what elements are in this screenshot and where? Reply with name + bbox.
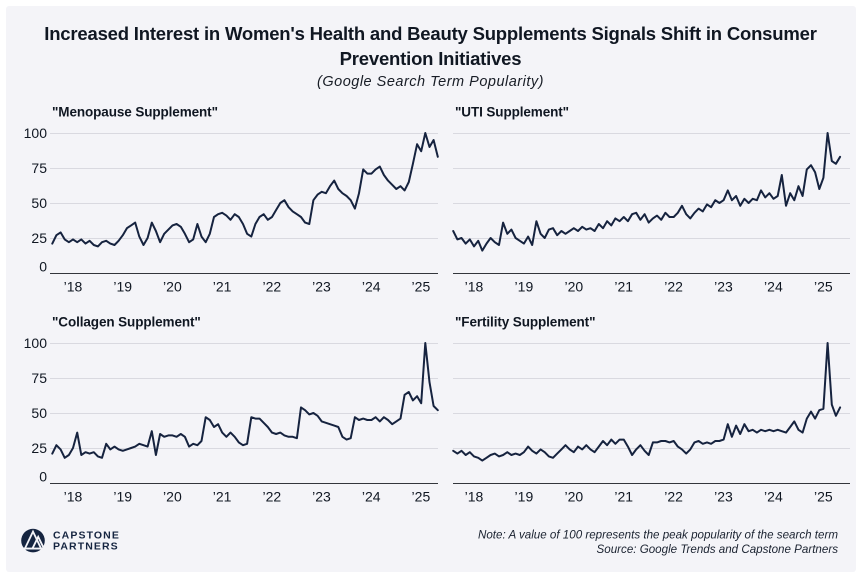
svg-text:Note: A value of 100 represent: Note: A value of 100 represents the peak… xyxy=(478,529,838,542)
svg-text:’21: ’21 xyxy=(614,278,633,294)
svg-text:’25: ’25 xyxy=(412,488,431,504)
svg-text:’21: ’21 xyxy=(213,488,232,504)
svg-text:’21: ’21 xyxy=(614,488,633,504)
svg-text:’25: ’25 xyxy=(412,278,431,294)
svg-text:100: 100 xyxy=(24,335,48,351)
svg-text:’25: ’25 xyxy=(814,278,833,294)
svg-text:100: 100 xyxy=(24,125,48,141)
svg-text:’19: ’19 xyxy=(515,488,534,504)
svg-text:’22: ’22 xyxy=(664,488,683,504)
svg-text:’24: ’24 xyxy=(764,278,783,294)
svg-text:PARTNERS: PARTNERS xyxy=(53,540,119,552)
svg-text:’19: ’19 xyxy=(113,488,132,504)
svg-text:’18: ’18 xyxy=(465,488,484,504)
svg-text:’18: ’18 xyxy=(465,278,484,294)
svg-text:"Fertility Supplement": "Fertility Supplement" xyxy=(455,315,595,330)
svg-text:’23: ’23 xyxy=(714,278,733,294)
svg-text:"Menopause Supplement": "Menopause Supplement" xyxy=(52,105,218,120)
svg-text:’22: ’22 xyxy=(664,278,683,294)
svg-text:’21: ’21 xyxy=(213,278,232,294)
svg-text:’23: ’23 xyxy=(312,278,331,294)
svg-text:’25: ’25 xyxy=(814,488,833,504)
svg-text:0: 0 xyxy=(39,259,47,275)
svg-text:75: 75 xyxy=(31,160,47,176)
svg-text:’20: ’20 xyxy=(564,278,583,294)
svg-text:’18: ’18 xyxy=(64,278,83,294)
svg-text:’20: ’20 xyxy=(163,278,182,294)
svg-text:’22: ’22 xyxy=(262,278,281,294)
svg-text:"Collagen Supplement": "Collagen Supplement" xyxy=(52,315,201,330)
svg-text:50: 50 xyxy=(31,195,47,211)
svg-text:’20: ’20 xyxy=(564,488,583,504)
svg-text:50: 50 xyxy=(31,405,47,421)
svg-text:’24: ’24 xyxy=(362,488,381,504)
svg-text:25: 25 xyxy=(31,440,47,456)
svg-text:75: 75 xyxy=(31,370,47,386)
svg-text:’23: ’23 xyxy=(312,488,331,504)
svg-text:’19: ’19 xyxy=(113,278,132,294)
svg-text:’24: ’24 xyxy=(362,278,381,294)
svg-text:CAPSTONE: CAPSTONE xyxy=(53,529,120,541)
svg-text:0: 0 xyxy=(39,469,47,485)
svg-text:25: 25 xyxy=(31,230,47,246)
svg-text:’24: ’24 xyxy=(764,488,783,504)
svg-text:’18: ’18 xyxy=(64,488,83,504)
svg-text:Source: Google Trends and Caps: Source: Google Trends and Capstone Partn… xyxy=(597,543,839,556)
svg-text:’20: ’20 xyxy=(163,488,182,504)
svg-text:’23: ’23 xyxy=(714,488,733,504)
svg-text:"UTI Supplement": "UTI Supplement" xyxy=(455,105,569,120)
svg-text:’19: ’19 xyxy=(515,278,534,294)
svg-text:’22: ’22 xyxy=(262,488,281,504)
